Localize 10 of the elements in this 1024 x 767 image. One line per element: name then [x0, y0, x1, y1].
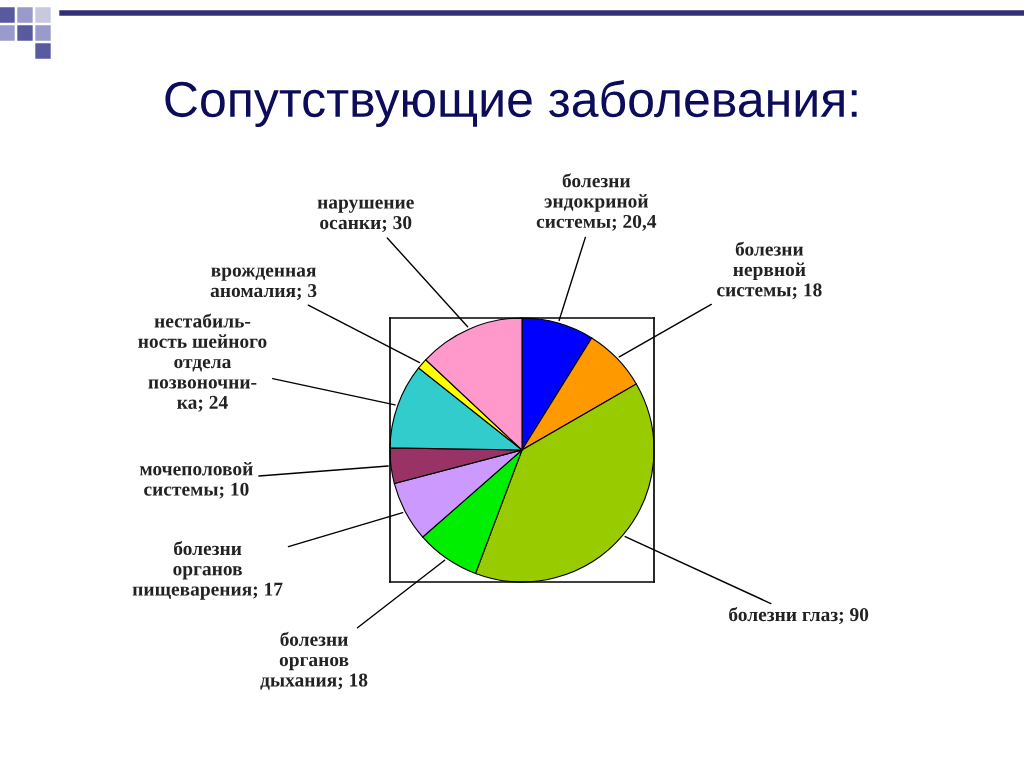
slice-label: болезни эндокриной системы; 20,4 [536, 173, 657, 231]
slice-label: болезни глаз; 90 [729, 607, 869, 624]
slice-label: нестабиль- ность шейного отдела позвоночни- ка; 24 [138, 313, 267, 412]
slice-label: болезни нервной системы; 18 [717, 241, 822, 300]
slice-label: нарушение осанки; 30 [317, 199, 414, 232]
chart-title: Сопутствующие заболевания: [165, 80, 857, 128]
slice-label: врожденная аномалия; 3 [210, 267, 317, 300]
slice-label: болезни органов дыхания; 18 [260, 631, 368, 690]
slice-label: мочеполовой системы; 10 [139, 461, 253, 499]
slice-label: болезни органов пищеварения; 17 [132, 540, 283, 600]
